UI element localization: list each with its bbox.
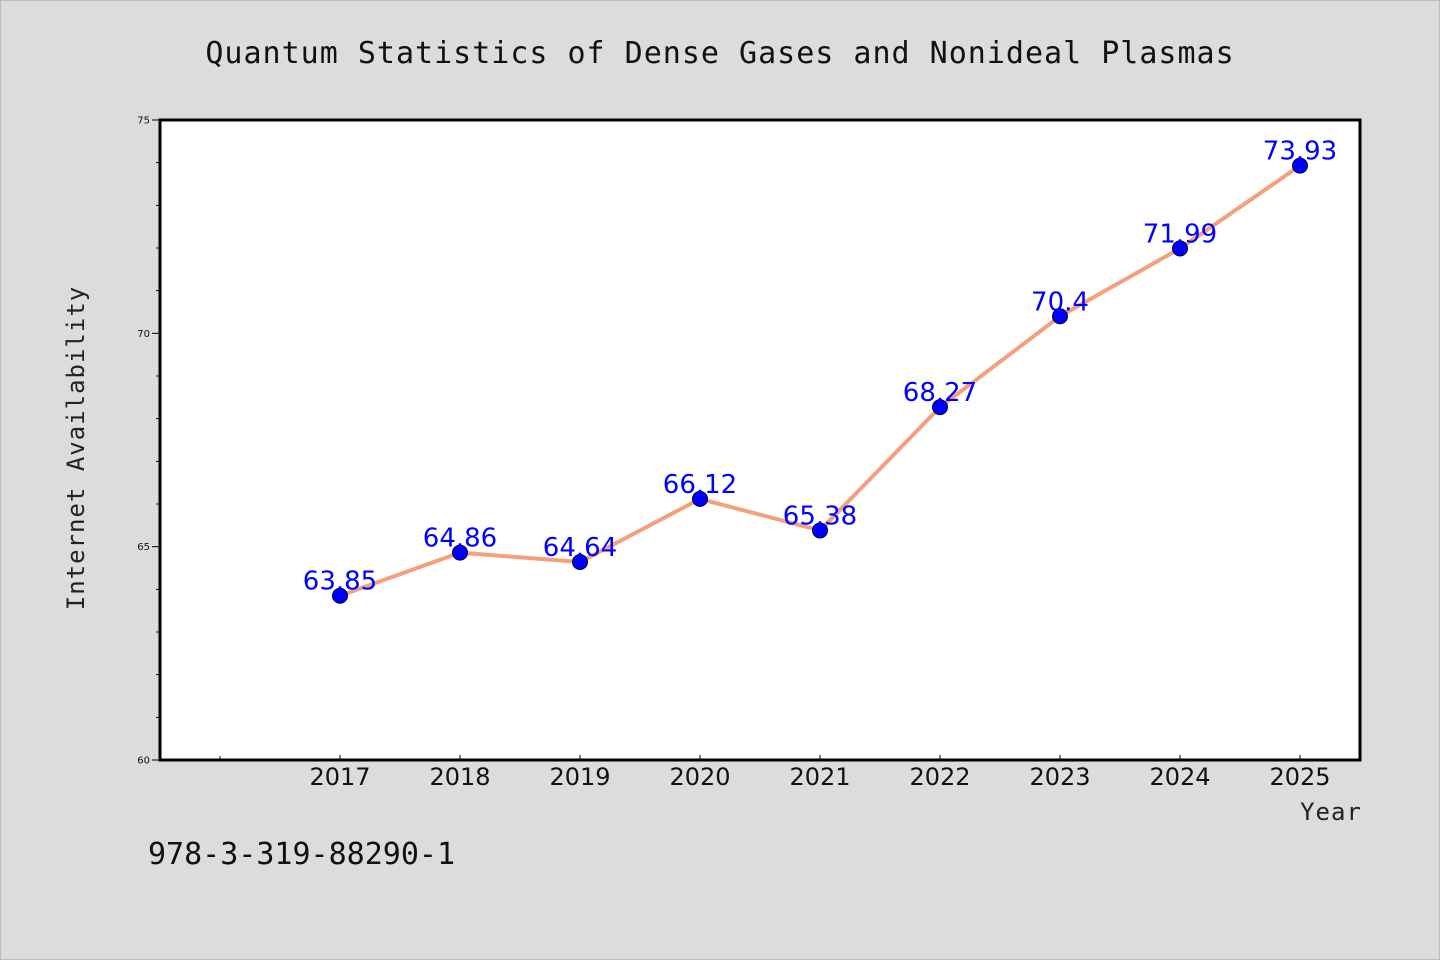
y-axis-title: Internet Availability [62, 286, 90, 610]
y-axis: 60 65 70 75 [137, 116, 159, 767]
x-tick-label: 2025 [1269, 763, 1330, 791]
data-label: 64.86 [423, 524, 497, 554]
data-point [932, 399, 948, 416]
chart-title: Quantum Statistics of Dense Gases and No… [205, 36, 1234, 71]
x-tick-label: 2023 [1029, 763, 1090, 791]
data-point [1292, 157, 1308, 174]
data-label: 63.85 [303, 567, 377, 597]
y-tick-label: 65 [137, 542, 150, 553]
data-point [572, 554, 588, 571]
data-point [692, 490, 708, 507]
isbn-text: 978-3-319-88290-1 [148, 837, 455, 872]
x-tick-label: 2022 [909, 763, 970, 791]
x-tick-label: 2021 [789, 763, 850, 791]
data-point [452, 544, 468, 561]
x-tick-label: 2019 [549, 763, 610, 791]
data-point [1052, 308, 1068, 325]
data-label: 70.4 [1031, 287, 1089, 317]
x-tick-label: 2024 [1149, 763, 1210, 791]
data-label: 66.12 [663, 470, 737, 500]
y-tick-label: 75 [137, 116, 150, 127]
x-tick-label: 2018 [429, 763, 490, 791]
data-label: 64.64 [543, 533, 617, 563]
x-tick-label: 2017 [309, 763, 370, 791]
data-label: 65.38 [783, 501, 857, 531]
data-label: 68.27 [903, 378, 977, 408]
y-tick-label: 70 [137, 329, 150, 340]
series-layer: 63.85 64.86 64.64 66.12 65.38 68.27 70.4 71.99 7… [303, 137, 1337, 604]
data-point [332, 587, 348, 604]
x-axis-title: Year [1300, 798, 1362, 826]
x-axis: 2017 2018 2019 2020 2021 2022 2023 2024 2025 [219, 755, 1331, 791]
plot-area [158, 118, 1362, 762]
data-point [812, 522, 828, 539]
data-label: 73.93 [1263, 137, 1337, 167]
data-point [1172, 240, 1188, 257]
y-tick-label: 60 [137, 756, 150, 767]
data-label: 71.99 [1143, 219, 1217, 249]
x-tick-label: 2020 [669, 763, 730, 791]
